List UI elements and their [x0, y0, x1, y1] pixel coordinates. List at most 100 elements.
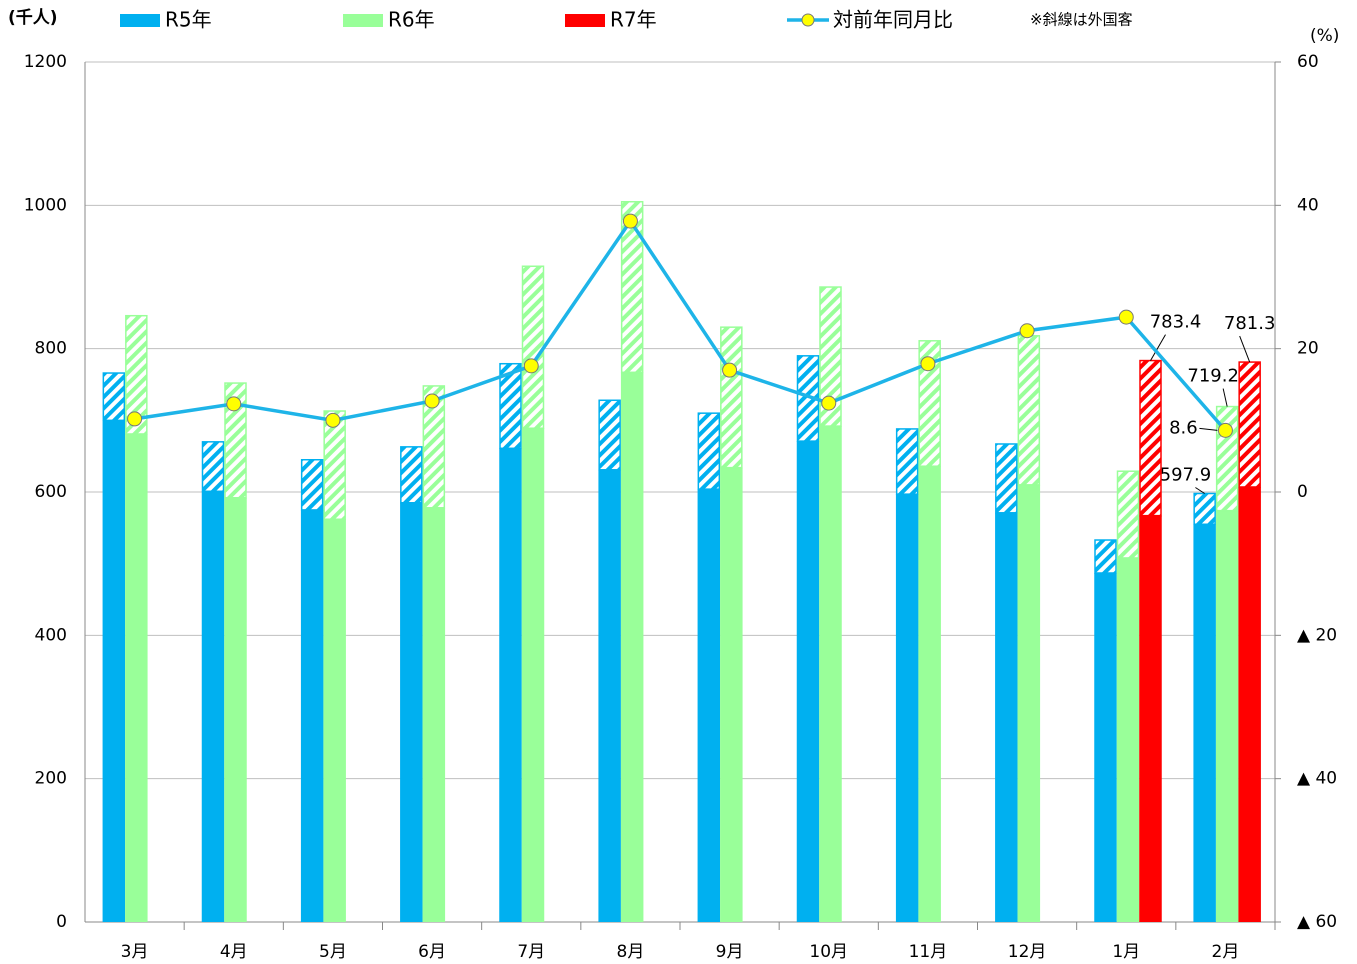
bar-foreign	[1017, 335, 1041, 486]
total-label: 719.2	[1187, 366, 1239, 387]
bar-domestic	[224, 497, 247, 922]
x-tick-label: 9月	[716, 942, 744, 962]
total-label: 597.9	[1160, 465, 1212, 486]
bar-foreign	[323, 410, 346, 520]
bar-foreign	[697, 412, 721, 490]
bar-domestic	[1094, 572, 1117, 922]
legend-swatch	[565, 14, 605, 27]
bar-domestic	[1017, 484, 1041, 922]
total-label: 781.3	[1224, 313, 1276, 334]
x-tick-label: 8月	[617, 942, 645, 962]
bar-foreign	[895, 428, 919, 495]
line-marker	[722, 362, 738, 378]
leader-line	[1222, 388, 1228, 407]
y2-tick-label: ▲ 40	[1297, 769, 1337, 789]
x-tick-label: 3月	[121, 942, 149, 962]
bar-foreign	[499, 362, 522, 450]
line-value-label: 8.6	[1169, 417, 1198, 438]
line-marker	[424, 393, 440, 409]
bar-foreign	[1193, 492, 1216, 526]
bar-domestic	[499, 448, 522, 922]
bar-foreign	[819, 286, 842, 427]
bar-domestic	[620, 372, 644, 923]
bar-domestic	[125, 433, 148, 922]
bar-domestic	[918, 466, 941, 922]
bar-domestic	[1139, 515, 1162, 922]
line-marker	[821, 395, 837, 411]
y-tick-label: 1000	[24, 195, 67, 215]
bar-domestic	[201, 491, 225, 922]
bar-foreign	[1116, 470, 1140, 559]
x-tick-label: 2月	[1212, 942, 1240, 962]
y2-tick-label: 40	[1297, 195, 1319, 215]
x-tick-label: 10月	[809, 942, 848, 962]
legend-marker	[801, 13, 815, 27]
x-tick-label: 5月	[319, 942, 347, 962]
y-tick-label: 0	[56, 912, 67, 932]
bar-domestic	[1193, 524, 1216, 922]
legend-label: 対前年同月比	[833, 8, 953, 32]
leader-line	[1195, 487, 1205, 494]
total-label: 783.4	[1150, 312, 1202, 333]
line-marker	[226, 396, 242, 412]
bar-domestic	[300, 509, 324, 922]
bar-domestic	[720, 467, 743, 922]
line-marker	[1118, 309, 1134, 325]
bar-foreign	[125, 314, 148, 435]
bar-domestic	[422, 507, 446, 922]
y2-tick-label: ▲ 20	[1297, 625, 1337, 645]
y2-tick-label: 0	[1297, 482, 1308, 502]
bar-foreign	[400, 446, 423, 504]
bar-foreign	[995, 443, 1018, 514]
bar-domestic	[1215, 510, 1239, 922]
bar-domestic	[796, 441, 820, 922]
x-tick-label: 4月	[220, 942, 248, 962]
bar-domestic	[895, 494, 919, 922]
y-tick-label: 600	[35, 482, 67, 502]
legend-label: R6年	[388, 8, 435, 32]
bar-foreign	[300, 459, 324, 511]
legend-swatch	[120, 14, 160, 27]
bar-foreign	[720, 326, 743, 469]
bar-foreign	[918, 340, 941, 467]
x-tick-label: 12月	[1008, 942, 1047, 962]
bar-foreign	[521, 265, 545, 429]
leader-line	[1239, 335, 1251, 363]
bar-domestic	[598, 469, 621, 922]
y2-tick-label: ▲ 60	[1297, 912, 1337, 932]
y2-tick-label: 60	[1297, 52, 1319, 72]
y-tick-label: 800	[35, 339, 67, 359]
line-marker	[1019, 323, 1035, 339]
bar-foreign	[1238, 361, 1261, 488]
bar-domestic	[102, 420, 126, 922]
x-tick-label: 1月	[1112, 942, 1140, 962]
y-tick-label: 400	[35, 625, 67, 645]
bar-domestic	[400, 502, 423, 922]
line-marker	[920, 356, 936, 372]
bar-domestic	[1116, 557, 1140, 922]
line-marker	[1217, 422, 1233, 438]
note: ※斜線は外国客	[1030, 11, 1133, 29]
leader-line	[1199, 427, 1218, 431]
legend-swatch	[343, 14, 383, 27]
line-marker	[622, 213, 638, 229]
bar-domestic	[521, 428, 545, 922]
y-tick-label: 1200	[24, 52, 67, 72]
bar-foreign	[201, 441, 225, 493]
bar-domestic	[819, 426, 842, 922]
y2-tick-label: 20	[1297, 339, 1319, 359]
y-tick-label: 200	[35, 769, 67, 789]
bar-foreign	[1139, 359, 1162, 517]
line-marker	[325, 412, 341, 428]
line	[134, 217, 1227, 432]
bar-domestic	[323, 519, 346, 922]
legend-label: R5年	[165, 8, 212, 32]
x-tick-label: 7月	[517, 942, 545, 962]
x-tick-label: 11月	[909, 942, 948, 962]
leader-line	[1150, 334, 1166, 361]
y2-axis-label: (%)	[1310, 26, 1339, 46]
bar-foreign	[102, 372, 126, 422]
line-marker	[127, 411, 143, 427]
bar-foreign	[1094, 539, 1117, 574]
